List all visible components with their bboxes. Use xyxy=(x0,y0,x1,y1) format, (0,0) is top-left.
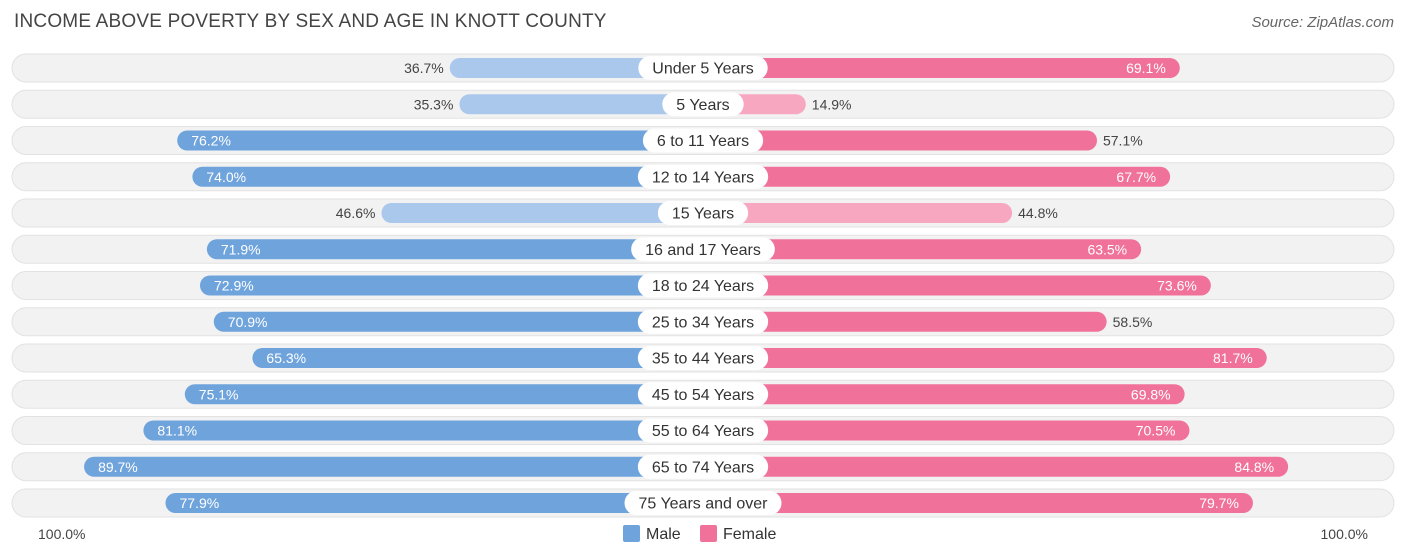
male-value-label: 71.9% xyxy=(221,241,261,257)
male-bar xyxy=(177,130,704,151)
category-label: 35 to 44 Years xyxy=(652,351,754,368)
female-bar xyxy=(703,311,1107,332)
female-bar xyxy=(703,456,1289,477)
category-pill xyxy=(662,92,744,117)
category-label: 12 to 14 Years xyxy=(652,169,754,186)
male-value-label: 76.2% xyxy=(191,133,231,149)
category-label: 6 to 11 Years xyxy=(657,133,749,150)
category-pill xyxy=(637,309,769,334)
category-pill xyxy=(657,201,749,225)
male-bar xyxy=(143,420,703,441)
female-bar xyxy=(703,493,1253,513)
category-pill xyxy=(637,418,769,443)
category-pill xyxy=(642,128,764,153)
category-label: 25 to 34 Years xyxy=(652,314,754,331)
female-bar xyxy=(703,130,1097,151)
chart-title: INCOME ABOVE POVERTY BY SEX AND AGE IN K… xyxy=(14,11,607,32)
female-value-label: 79.7% xyxy=(1199,495,1239,511)
male-bar xyxy=(459,94,703,115)
male-bar xyxy=(252,348,703,368)
category-pill xyxy=(631,237,775,262)
category-label: 75 Years and over xyxy=(639,496,769,513)
category-pill xyxy=(638,56,768,80)
female-bar xyxy=(703,275,1211,296)
source-label: Source: ZipAtlas.com xyxy=(1251,14,1394,31)
male-bar xyxy=(199,275,704,296)
female-bar xyxy=(703,348,1267,368)
male-value-label: 36.7% xyxy=(404,60,444,76)
legend-male-swatch xyxy=(623,525,640,542)
legend-male-label: Male xyxy=(646,526,681,543)
male-value-label: 81.1% xyxy=(157,423,197,439)
category-label: 18 to 24 Years xyxy=(652,278,754,295)
female-bar xyxy=(703,166,1171,187)
category-label: 15 Years xyxy=(672,206,734,223)
male-bar xyxy=(192,166,703,187)
male-value-label: 35.3% xyxy=(414,96,454,112)
category-label: 65 to 74 Years xyxy=(652,459,754,476)
legend-female-swatch xyxy=(700,525,717,542)
category-label: 45 to 54 Years xyxy=(652,387,754,404)
female-value-label: 70.5% xyxy=(1136,423,1176,439)
female-value-label: 63.5% xyxy=(1087,241,1127,257)
category-label: 5 Years xyxy=(676,97,729,114)
female-bar xyxy=(703,239,1142,260)
category-label: 55 to 64 Years xyxy=(652,423,754,440)
male-value-label: 65.3% xyxy=(266,350,306,366)
female-bar xyxy=(703,384,1185,405)
category-pill xyxy=(637,164,769,189)
female-value-label: 67.7% xyxy=(1116,169,1156,185)
male-value-label: 72.9% xyxy=(214,278,254,294)
female-bar xyxy=(703,203,1013,223)
female-value-label: 44.8% xyxy=(1018,205,1058,221)
male-value-label: 89.7% xyxy=(98,459,138,475)
male-bar xyxy=(206,239,703,260)
female-bar xyxy=(703,58,1180,78)
male-bar xyxy=(165,493,704,513)
male-value-label: 75.1% xyxy=(199,386,239,402)
female-bar xyxy=(703,420,1190,441)
female-value-label: 73.6% xyxy=(1157,278,1197,294)
male-bar xyxy=(184,384,703,405)
female-value-label: 84.8% xyxy=(1234,459,1274,475)
female-value-label: 81.7% xyxy=(1213,350,1253,366)
category-pill xyxy=(637,454,769,479)
female-value-label: 69.1% xyxy=(1126,60,1166,76)
male-bar xyxy=(213,311,704,332)
male-value-label: 70.9% xyxy=(228,314,268,330)
female-value-label: 58.5% xyxy=(1113,314,1153,330)
female-value-label: 69.8% xyxy=(1131,386,1171,402)
male-value-label: 46.6% xyxy=(336,205,376,221)
category-pill xyxy=(637,382,769,407)
category-pill xyxy=(624,491,782,515)
axis-right-label: 100.0% xyxy=(1321,526,1368,542)
category-label: 16 and 17 Years xyxy=(645,242,761,259)
axis-left-label: 100.0% xyxy=(38,526,85,542)
category-pill xyxy=(637,346,769,370)
female-value-label: 14.9% xyxy=(812,96,852,112)
male-bar xyxy=(84,456,703,477)
category-pill xyxy=(637,273,769,298)
category-label: Under 5 Years xyxy=(652,61,753,78)
male-value-label: 77.9% xyxy=(179,495,219,511)
legend-female-label: Female xyxy=(723,526,776,543)
male-value-label: 74.0% xyxy=(206,169,246,185)
male-bar xyxy=(381,203,703,223)
female-value-label: 57.1% xyxy=(1103,133,1143,149)
